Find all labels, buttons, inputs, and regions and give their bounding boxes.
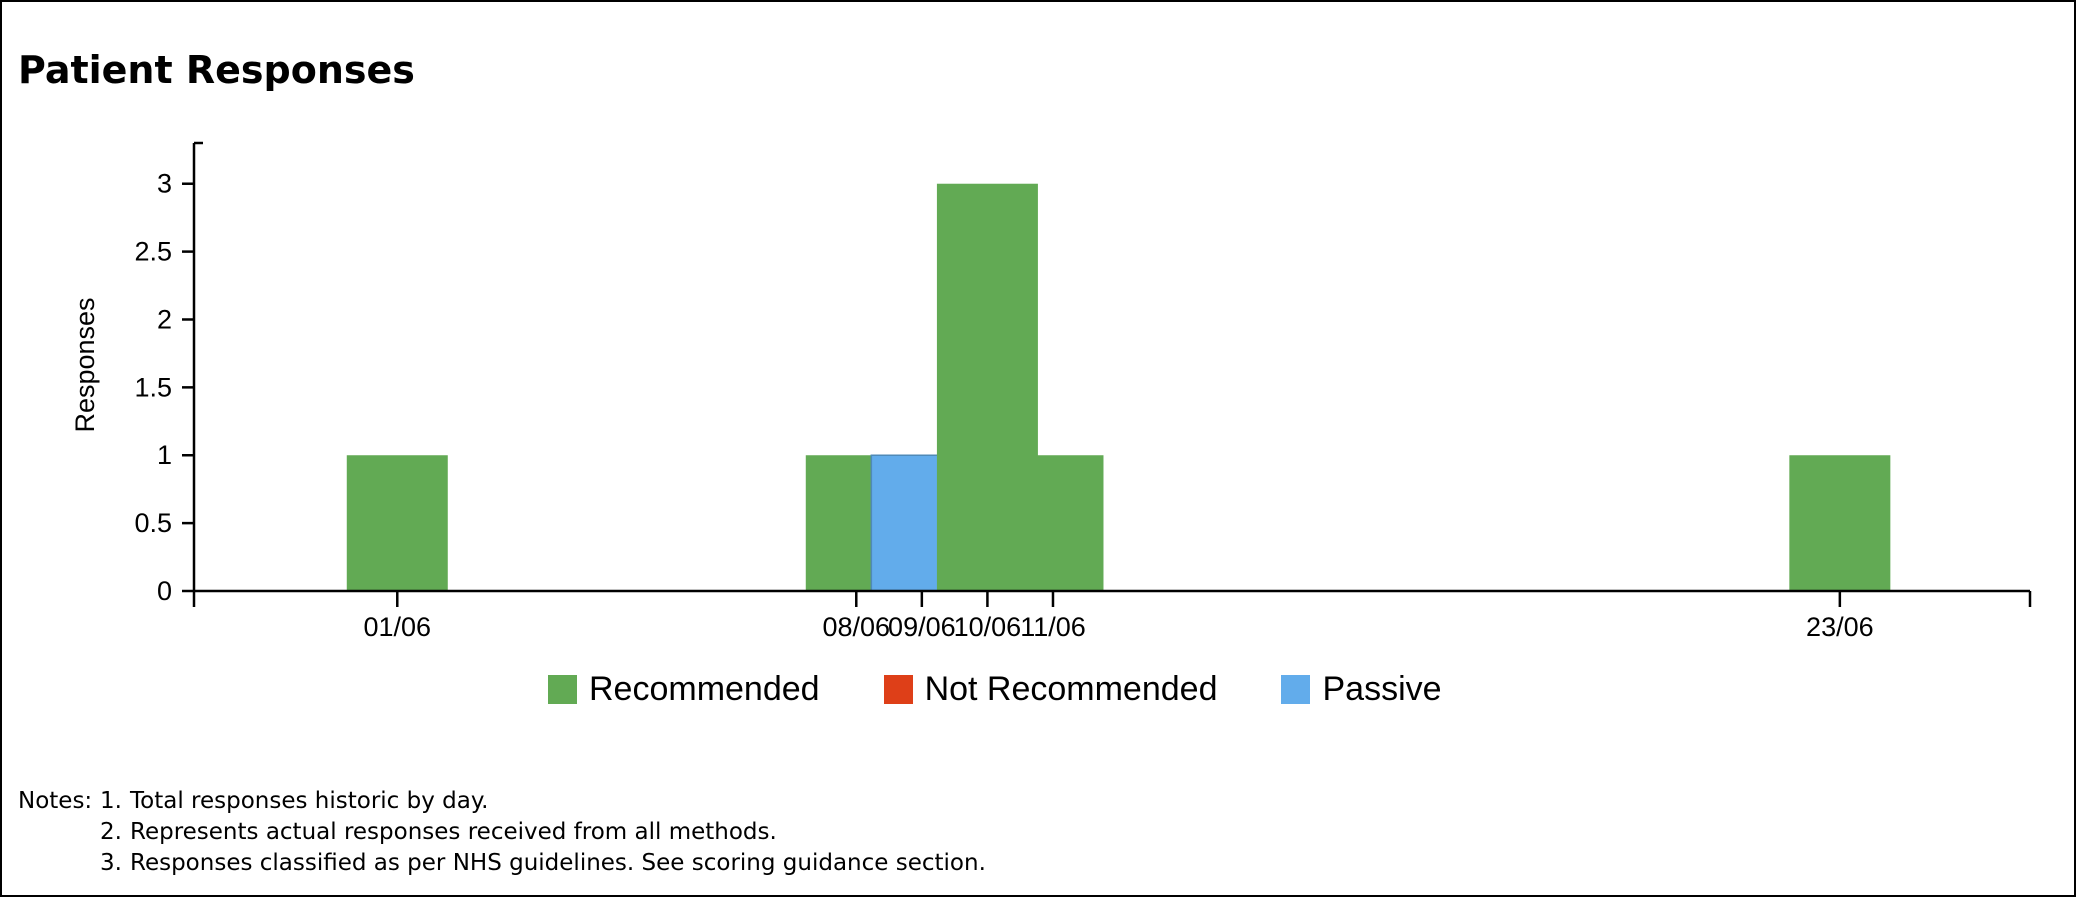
legend-label: Recommended: [589, 670, 820, 708]
y-tick-label: 2.5: [134, 237, 172, 267]
note-number: 2.: [100, 819, 122, 845]
x-tick-label: 08/06: [822, 612, 890, 642]
bars-layer: [346, 183, 1891, 592]
note-text: Responses classified as per NHS guidelin…: [130, 850, 986, 876]
y-tick-label: 1.5: [134, 372, 172, 402]
legend-label: Passive: [1322, 670, 1442, 708]
y-tick-label: 2: [157, 304, 172, 334]
legend-item: Recommended: [548, 670, 820, 709]
legend-swatch: [548, 675, 577, 704]
bar-recommended: [346, 455, 448, 591]
y-tick-label: 0: [157, 576, 172, 606]
chart-title: Patient Responses: [18, 48, 415, 92]
y-tick-label: 0.5: [134, 508, 172, 538]
note-number: 3.: [100, 850, 122, 876]
x-tick-label: 10/06: [954, 612, 1022, 642]
note-row: 3. Responses classified as per NHS guide…: [18, 848, 986, 879]
note-number: 1.: [100, 788, 122, 814]
legend-swatch: [1281, 675, 1311, 704]
y-tick-label: 1: [157, 440, 172, 470]
legend-label: Not Recommended: [924, 670, 1218, 708]
legend-item: Passive: [1281, 670, 1442, 709]
bar-recommended: [1789, 455, 1891, 591]
x-tick-label: 09/06: [888, 612, 956, 642]
notes-label: Notes:: [18, 788, 93, 814]
legend: Recommended Not Recommended Passive: [548, 670, 1506, 709]
y-axis-title: Responses: [70, 297, 100, 432]
legend-swatch: [883, 675, 913, 704]
bar-recommended: [1002, 455, 1104, 591]
x-tick-label: 01/06: [363, 612, 431, 642]
legend-item: Not Recommended: [883, 670, 1218, 709]
note-row: 2. Represents actual responses received …: [18, 817, 986, 848]
y-tick-label: 3: [157, 169, 172, 199]
note-text: Total responses historic by day.: [130, 788, 489, 814]
note-text: Represents actual responses received fro…: [130, 819, 777, 845]
notes-section: Notes: 1. Total responses historic by da…: [18, 786, 986, 879]
x-tick-label: 11/06: [1020, 612, 1086, 642]
x-tick-label: 23/06: [1806, 612, 1874, 642]
note-row: Notes: 1. Total responses historic by da…: [18, 786, 986, 817]
